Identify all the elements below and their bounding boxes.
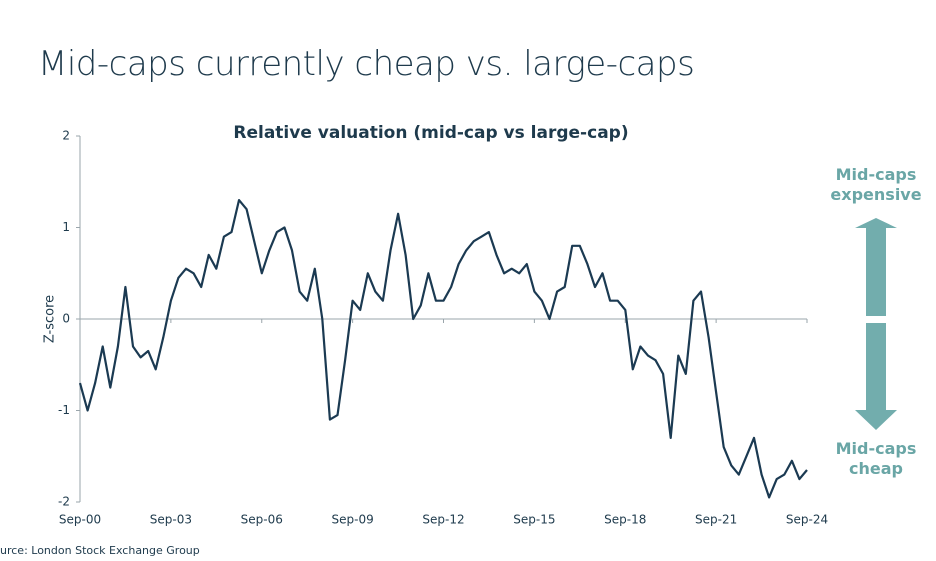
up-arrow <box>855 218 897 316</box>
annotation-expensive: Mid-caps expensive <box>830 165 922 204</box>
y-tick-label: -2 <box>58 495 70 509</box>
y-tick-label: 1 <box>62 220 70 234</box>
annotation-cheap: Mid-caps cheap <box>835 439 917 478</box>
x-tick-label: Sep-21 <box>695 513 737 527</box>
x-tick-label: Sep-15 <box>513 513 555 527</box>
x-tick-label: Sep-03 <box>150 513 192 527</box>
y-tick-label: 0 <box>62 312 70 326</box>
x-tick-label: Sep-09 <box>332 513 374 527</box>
slide-title: Mid-caps currently cheap vs. large-caps <box>38 44 695 84</box>
x-tick-label: Sep-12 <box>422 513 464 527</box>
x-tick-label: Sep-06 <box>241 513 283 527</box>
data-line <box>78 199 808 499</box>
chart-title: Relative valuation (mid-cap vs large-cap… <box>233 123 628 143</box>
y-tick-label: -1 <box>58 403 70 417</box>
source: urce: London Stock Exchange Group <box>0 544 200 557</box>
x-tick-label: Sep-00 <box>59 513 101 527</box>
x-tick-label: Sep-24 <box>786 513 828 527</box>
y-axis-label: Z-score <box>43 295 58 343</box>
down-arrow <box>855 323 897 430</box>
y-tick-label: 2 <box>62 129 70 143</box>
x-tick-label: Sep-18 <box>604 513 646 527</box>
